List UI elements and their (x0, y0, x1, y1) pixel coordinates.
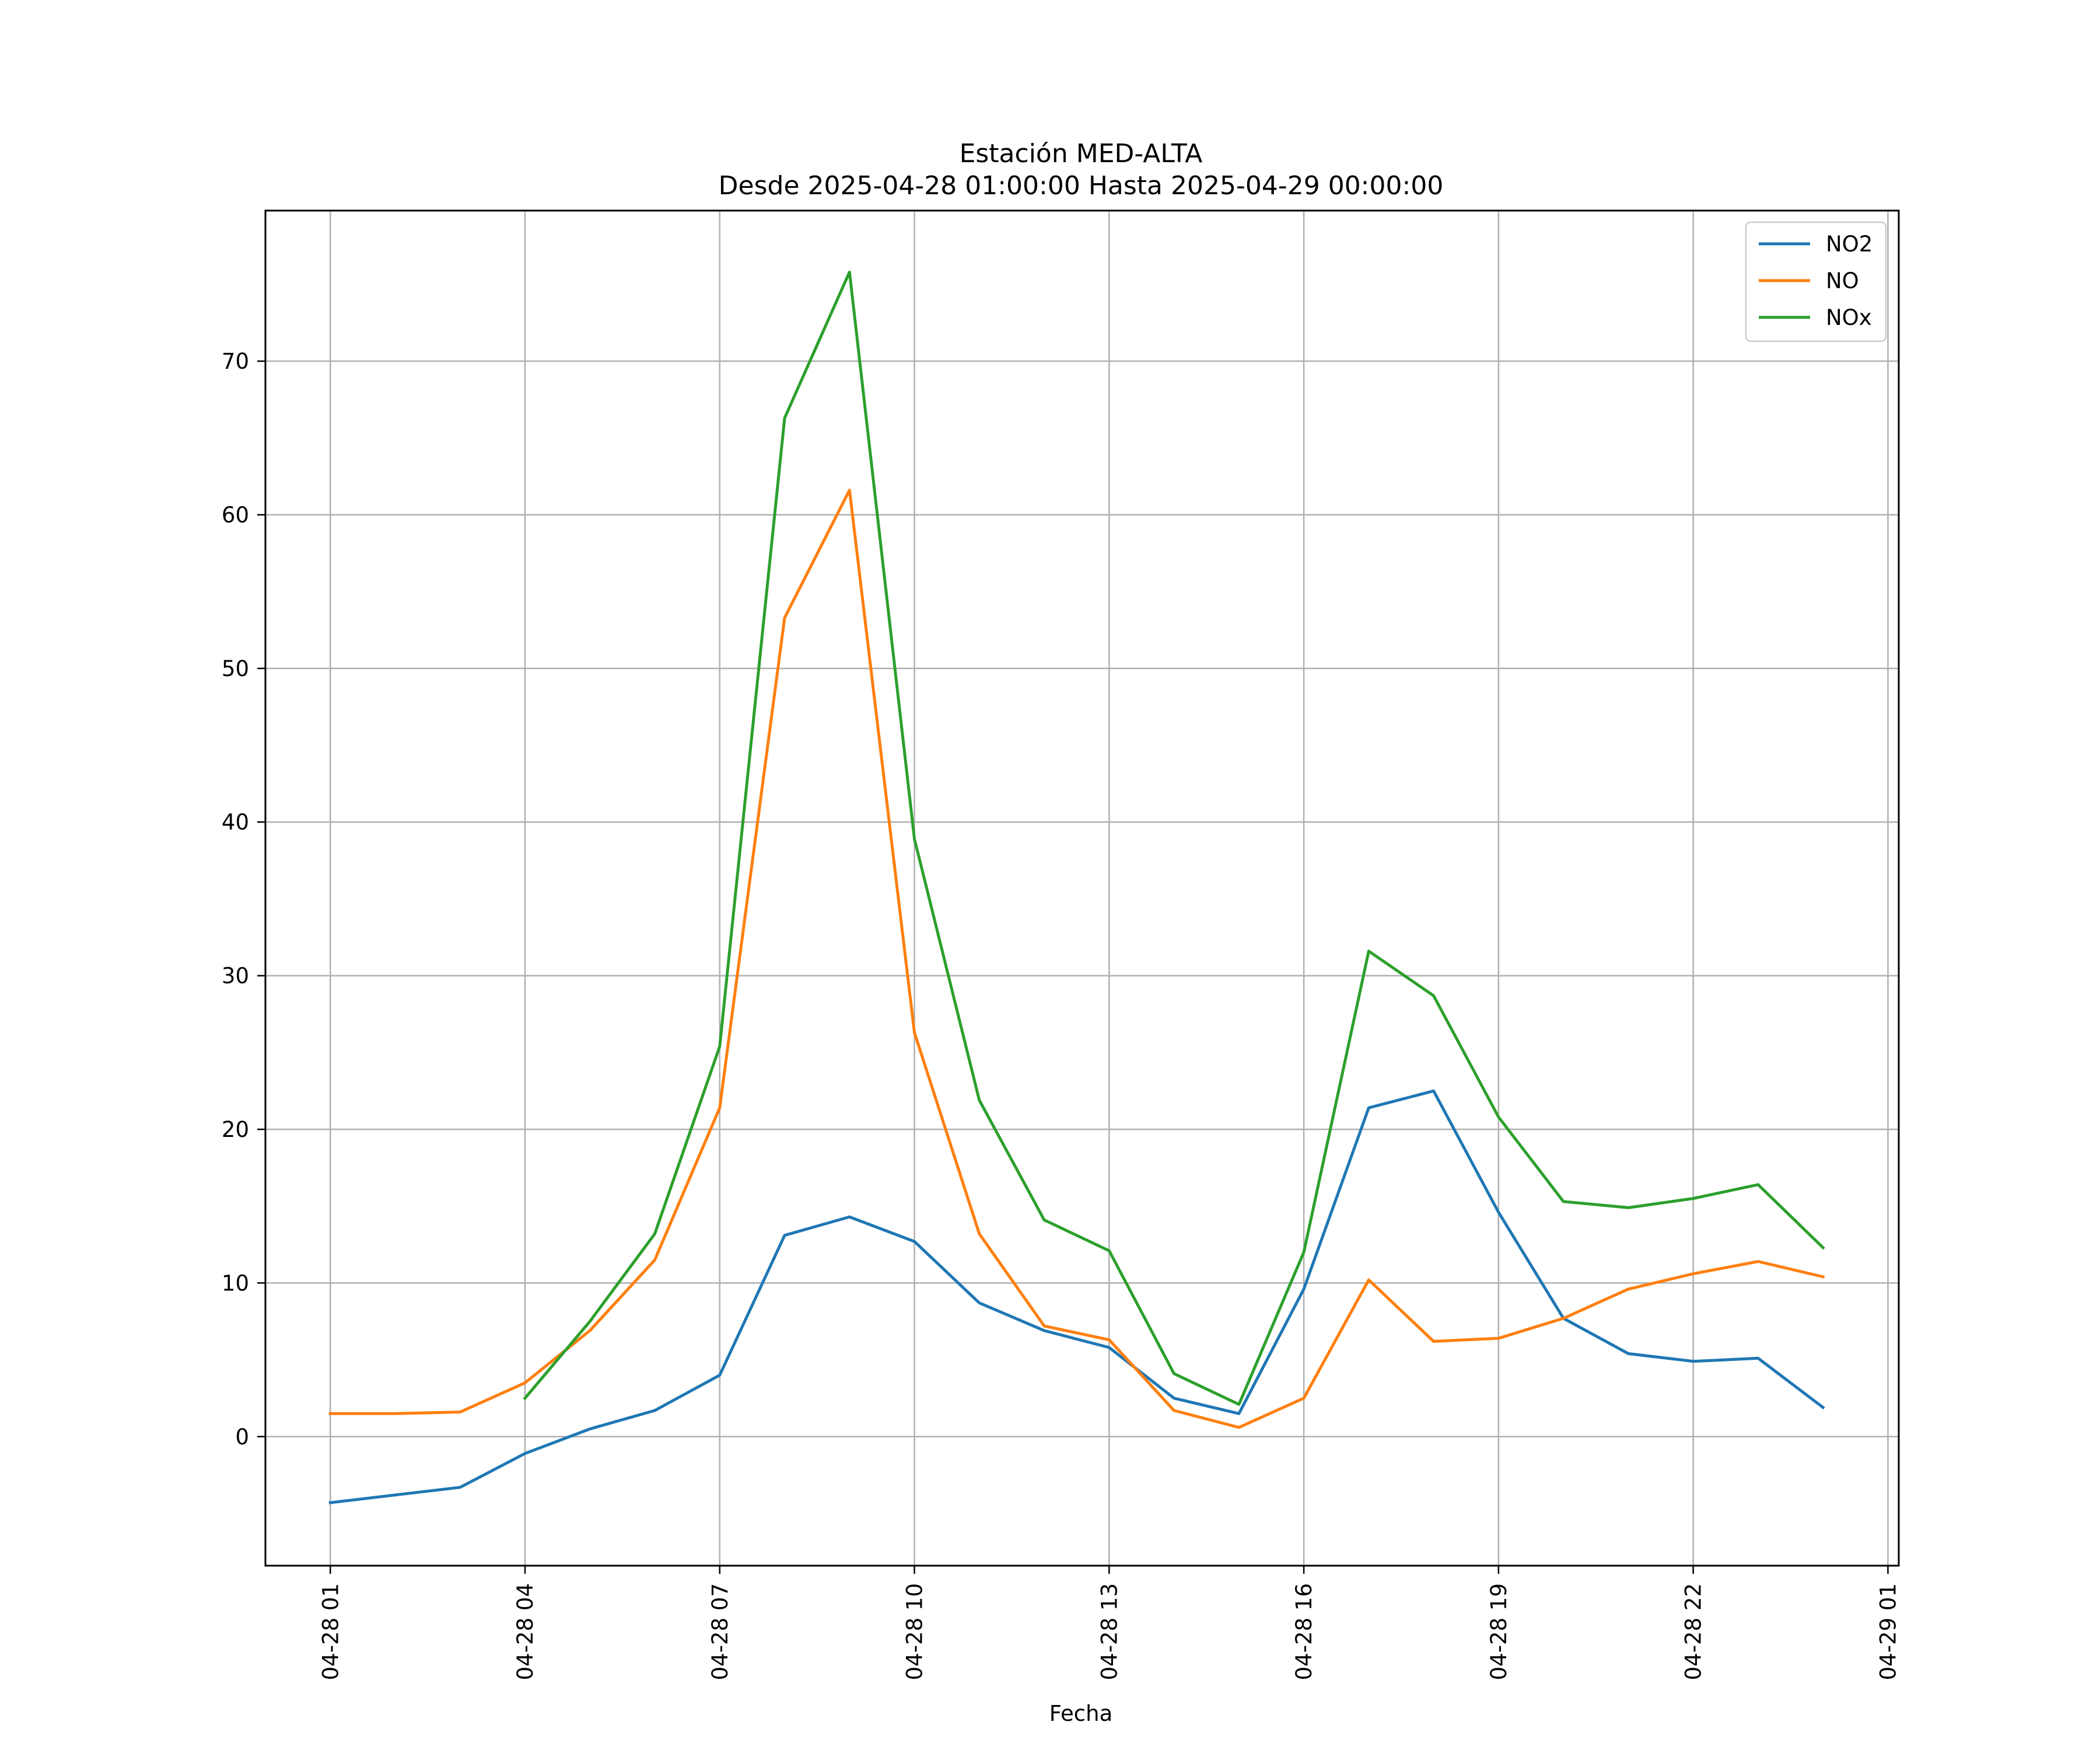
legend: NO2 NO NOx (1745, 221, 1887, 342)
y-tick-label: 0 (235, 1424, 249, 1450)
grid-lines (265, 211, 1899, 1566)
chart-title: Estación MED-ALTA (960, 139, 1203, 169)
axes-frame (264, 209, 1900, 1567)
data-series (328, 270, 1825, 1504)
y-tick-label: 20 (222, 1117, 249, 1142)
x-tick-label: 04-28 13 (1097, 1583, 1122, 1680)
x-tick-label: 04-28 04 (513, 1583, 538, 1680)
x-tick-label: 04-28 10 (902, 1583, 928, 1680)
y-tick-label: 10 (222, 1270, 249, 1296)
legend-box (1745, 221, 1887, 342)
plot-area (265, 211, 1899, 1566)
axis-ticks: 0 10 20 30 40 50 60 70 04-28 01 04-28 04 04-28 07 0… (222, 349, 1901, 1680)
x-tick-label: 04-28 19 (1486, 1583, 1511, 1680)
x-tick-label: 04-29 01 (1875, 1583, 1901, 1680)
x-tick-label: 04-28 16 (1292, 1583, 1317, 1680)
x-tick-label: 04-28 01 (318, 1583, 343, 1680)
x-axis-label: Fecha (1049, 1701, 1113, 1726)
legend-label-no2: NO2 (1826, 232, 1873, 257)
y-tick-label: 30 (222, 964, 249, 989)
y-tick-label: 60 (222, 502, 249, 527)
y-tick-label: 50 (222, 656, 249, 681)
series-line-nox (523, 270, 1825, 1406)
y-tick-label: 40 (222, 810, 249, 835)
series-line-no2 (328, 1089, 1825, 1504)
x-tick-label: 04-28 22 (1681, 1583, 1706, 1680)
chart-subtitle: Desde 2025-04-28 01:00:00 Hasta 2025-04-… (719, 171, 1444, 201)
y-tick-label: 70 (222, 349, 249, 374)
x-tick-label: 04-28 07 (708, 1583, 733, 1680)
series-line-no (328, 488, 1825, 1429)
legend-label-no: NO (1826, 268, 1859, 293)
legend-label-nox: NOx (1826, 305, 1872, 330)
